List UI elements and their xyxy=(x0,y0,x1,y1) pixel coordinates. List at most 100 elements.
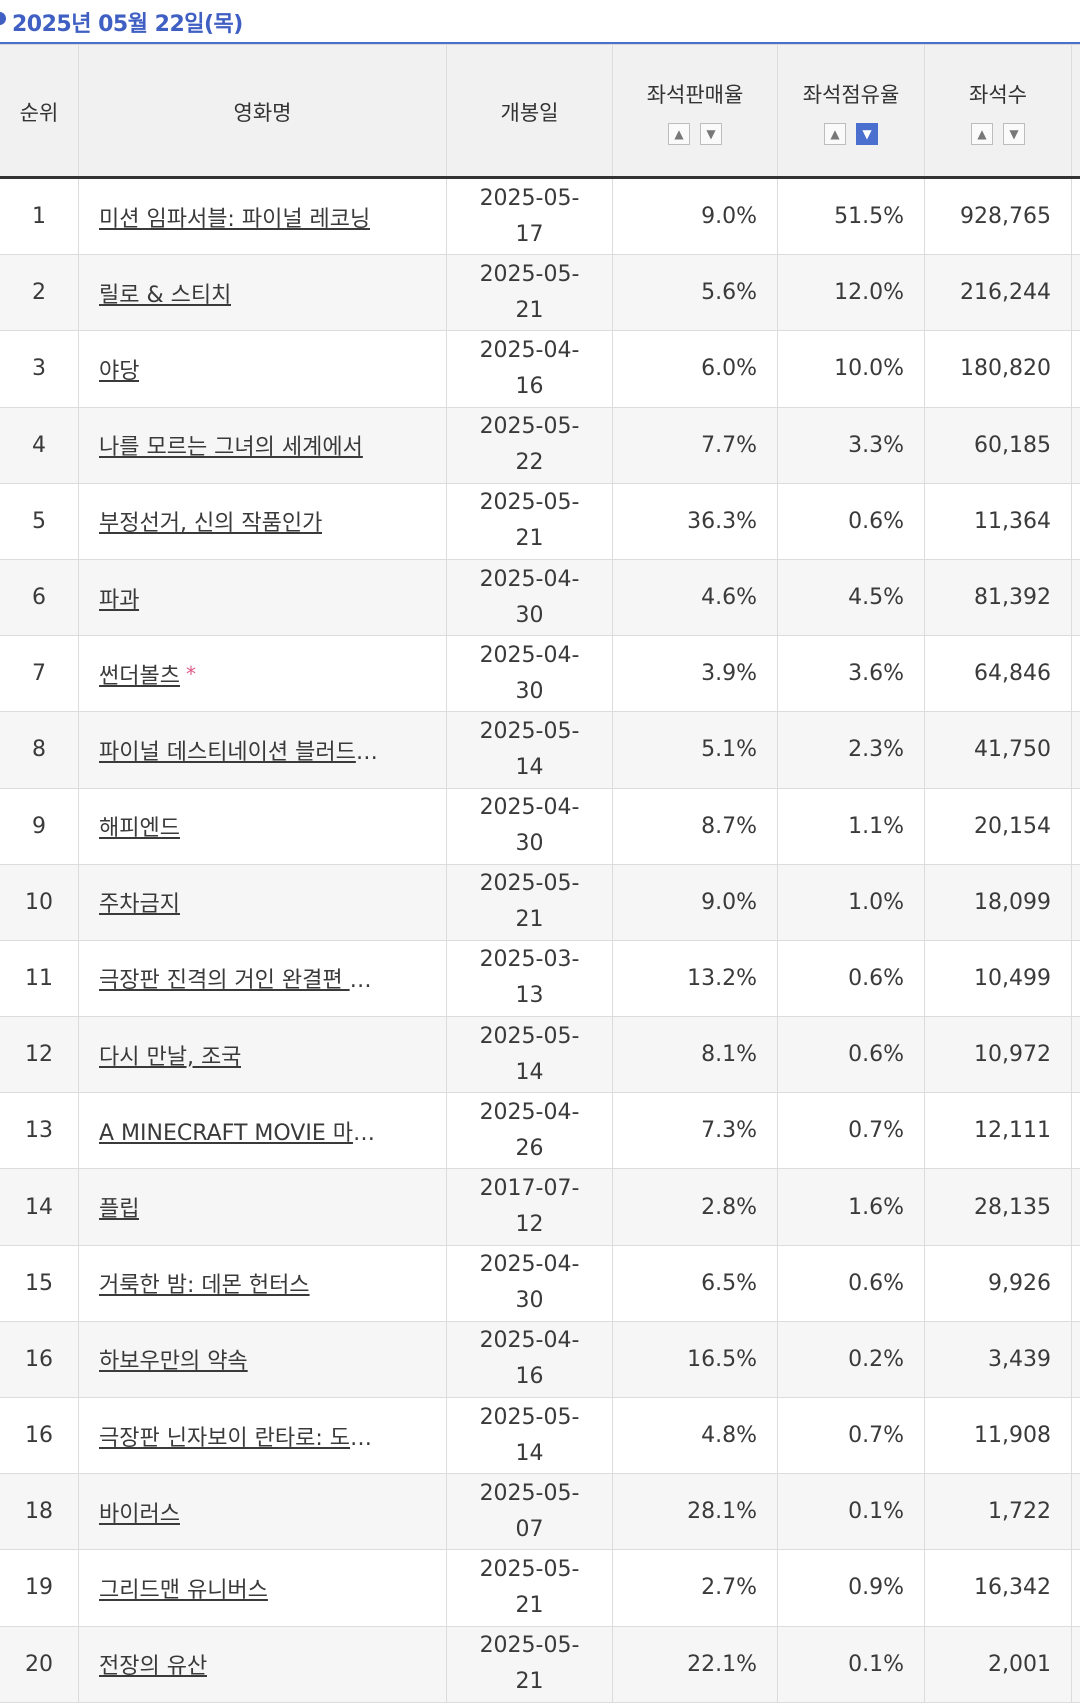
table-row: 6 파과 2025-04-30 4.6% 4.5% 81,392 xyxy=(0,559,1080,637)
sort-down-icon[interactable]: ▼ xyxy=(1003,122,1025,145)
table-row: 15 거룩한 밤: 데몬 헌터스 2025-04-30 6.5% 0.6% 9,926 xyxy=(0,1245,1080,1322)
scroll-edge xyxy=(1072,789,1080,864)
release-date-cell: 2025-05-21 xyxy=(447,255,613,331)
seats-cell: 18,099 xyxy=(925,864,1072,940)
movie-title-link[interactable]: 거룩한 밤: 데몬 헌터스 xyxy=(99,1273,310,1299)
table-row: 12 다시 만날, 조국 2025-05-14 8.1% 0.6% 10,972 xyxy=(0,1017,1080,1094)
share-cell: 0.7% xyxy=(778,1398,925,1474)
title-cell: 릴로 & 스티치 xyxy=(79,255,447,331)
seats-cell: 9,926 xyxy=(925,1245,1072,1321)
seats-cell: 10,972 xyxy=(925,1017,1072,1093)
movie-title-link[interactable]: 썬더볼츠 xyxy=(99,663,180,689)
table-row: 8 파이널 데스티네이션 블러드라인 2025-05-14 5.1% 2.3% 41,75… xyxy=(0,712,1080,789)
movie-title-link[interactable]: 부정선거, 신의 작품인가 xyxy=(99,511,323,537)
table-row: 16 하보우만의 약속 2025-04-16 16.5% 0.2% 3,439 xyxy=(0,1321,1080,1398)
seats-cell: 16,342 xyxy=(925,1550,1072,1626)
share-cell: 0.6% xyxy=(778,1245,925,1321)
title-cell: 썬더볼츠 * xyxy=(79,636,447,712)
movie-title-link[interactable]: 파과 xyxy=(99,587,140,613)
seats-cell: 11,364 xyxy=(925,483,1072,559)
share-cell: 2.3% xyxy=(778,712,925,788)
movie-title-link[interactable]: 릴로 & 스티치 xyxy=(99,282,232,308)
sort-up-icon[interactable]: ▲ xyxy=(824,122,846,145)
scroll-edge xyxy=(1072,1246,1080,1321)
sales-rate-cell: 4.8% xyxy=(613,1398,778,1474)
seats-cell: 2,001 xyxy=(925,1626,1072,1702)
share-cell: 0.2% xyxy=(778,1321,925,1397)
bullet-icon xyxy=(0,12,6,25)
scroll-edge xyxy=(1072,941,1080,1016)
boxoffice-table: 순위 영화명 개봉일 좌석판매율 ▲ ▼ 좌석점유율 ▲ ▼ 좌석수 ▲ xyxy=(0,44,1080,1703)
rank-cell: 9 xyxy=(0,788,79,864)
movie-title-link[interactable]: 나를 모르는 그녀의 세계에서 xyxy=(99,435,363,461)
title-cell: 나를 모르는 그녀의 세계에서 xyxy=(79,407,447,483)
sales-rate-cell: 8.1% xyxy=(613,1017,778,1093)
movie-title-link[interactable]: 바이러스 xyxy=(99,1501,180,1527)
movie-title-link[interactable]: 파이널 데스티네이션 블러드라인 xyxy=(99,739,389,765)
title-cell: 플립 xyxy=(79,1169,447,1245)
movie-title-link[interactable]: 극장판 진격의 거인 완결편 더 라스… xyxy=(99,968,389,994)
scroll-edge xyxy=(1072,1093,1080,1168)
table-row: 14 플립 2017-07-12 2.8% 1.6% 28,135 xyxy=(0,1169,1080,1246)
table-row: 9 해피엔드 2025-04-30 8.7% 1.1% 20,154 xyxy=(0,788,1080,865)
movie-title-link[interactable]: 플립 xyxy=(99,1197,140,1223)
rank-cell: 15 xyxy=(0,1245,79,1321)
title-cell: 하보우만의 약속 xyxy=(79,1321,447,1397)
movie-title-link[interactable]: A MINECRAFT MOVIE 마인크… xyxy=(99,1120,389,1146)
sales-rate-cell: 8.7% xyxy=(613,788,778,864)
rank-cell: 10 xyxy=(0,864,79,940)
rank-cell: 18 xyxy=(0,1474,79,1550)
seats-cell: 12,111 xyxy=(925,1093,1072,1169)
release-date-cell: 2025-05-14 xyxy=(447,1398,613,1474)
movie-title-link[interactable]: 다시 만날, 조국 xyxy=(99,1044,242,1070)
title-cell: 다시 만날, 조국 xyxy=(79,1017,447,1093)
seats-cell: 41,750 xyxy=(925,712,1072,788)
share-cell: 0.9% xyxy=(778,1550,925,1626)
title-cell: 극장판 닌자보이 란타로: 도쿠타케… xyxy=(79,1398,447,1474)
scroll-edge xyxy=(1072,331,1080,406)
rank-cell: 12 xyxy=(0,1017,79,1093)
rank-cell: 7 xyxy=(0,636,79,712)
release-date-cell: 2025-04-16 xyxy=(447,331,613,407)
scroll-edge xyxy=(1072,1550,1080,1625)
sales-rate-cell: 22.1% xyxy=(613,1626,778,1702)
seats-cell: 60,185 xyxy=(925,407,1072,483)
release-date-cell: 2025-04-30 xyxy=(447,788,613,864)
release-date-cell: 2025-04-30 xyxy=(447,559,613,636)
date-title: 2025년 05월 22일(목) xyxy=(12,12,243,37)
release-date-cell: 2025-05-14 xyxy=(447,1017,613,1093)
sort-down-icon[interactable]: ▼ xyxy=(700,122,722,145)
sort-up-icon[interactable]: ▲ xyxy=(668,122,690,145)
movie-title-link[interactable]: 미션 임파서블: 파이널 레코닝 xyxy=(99,206,371,232)
table-row: 20 전장의 유산 2025-05-21 22.1% 0.1% 2,001 xyxy=(0,1626,1080,1703)
scroll-edge xyxy=(1072,1627,1080,1702)
release-date-cell: 2025-03-13 xyxy=(447,940,613,1017)
sales-rate-cell: 28.1% xyxy=(613,1474,778,1550)
new-star-icon: * xyxy=(185,661,196,686)
sort-up-icon[interactable]: ▲ xyxy=(971,122,993,145)
movie-title-link[interactable]: 주차금지 xyxy=(99,892,180,918)
rank-cell: 2 xyxy=(0,255,79,331)
table-row: 13 A MINECRAFT MOVIE 마인크… 2025-04-26 7.3% 0.… xyxy=(0,1093,1080,1170)
movie-title-link[interactable]: 극장판 닌자보이 란타로: 도쿠타케… xyxy=(99,1425,389,1451)
share-cell: 0.1% xyxy=(778,1626,925,1702)
scroll-edge xyxy=(1072,865,1080,940)
sales-rate-cell: 5.6% xyxy=(613,255,778,331)
title-cell: 파이널 데스티네이션 블러드라인 xyxy=(79,712,447,788)
table-row: 16 극장판 닌자보이 란타로: 도쿠타케… 2025-05-144.8%0.7%1… xyxy=(0,1398,1080,1475)
sort-down-active-icon[interactable]: ▼ xyxy=(856,122,878,145)
movie-title-link[interactable]: 해피엔드 xyxy=(99,816,180,842)
share-cell: 10.0% xyxy=(778,331,925,407)
title-cell: 부정선거, 신의 작품인가 xyxy=(79,483,447,559)
movie-title-link[interactable]: 하보우만의 약속 xyxy=(99,1349,248,1375)
col-rank-header: 순위 xyxy=(0,45,79,176)
movie-title-link[interactable]: 전장의 유산 xyxy=(99,1654,208,1680)
movie-title-link[interactable]: 야당 xyxy=(99,358,140,384)
movie-title-link[interactable]: 그리드맨 유니버스 xyxy=(99,1577,268,1603)
share-cell: 0.1% xyxy=(778,1474,925,1550)
table-row: 5 부정선거, 신의 작품인가 2025-05-21 36.3% 0.6% 11,364 xyxy=(0,483,1080,560)
scroll-edge xyxy=(1072,712,1080,787)
title-cell: 거룩한 밤: 데몬 헌터스 xyxy=(79,1245,447,1321)
share-cell: 0.6% xyxy=(778,1017,925,1093)
release-date-cell: 2025-05-22 xyxy=(447,407,613,483)
